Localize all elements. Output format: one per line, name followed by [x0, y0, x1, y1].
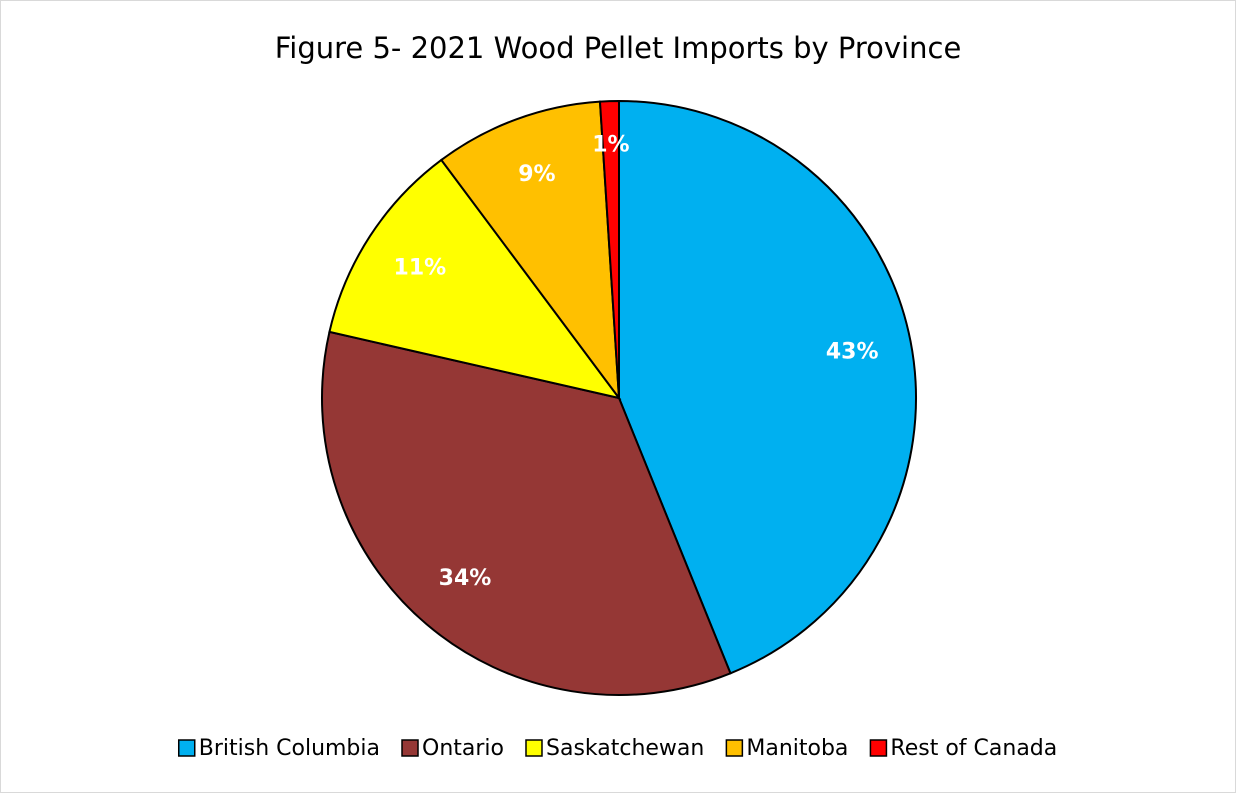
- legend-swatch: [725, 739, 744, 757]
- data-label: 1%: [592, 133, 629, 158]
- legend-label: Ontario: [422, 736, 504, 761]
- legend: British Columbia Ontario Saskatchewan Manit…: [177, 736, 1057, 761]
- legend-swatch: [525, 739, 543, 757]
- pie-slice: [439, 100, 621, 402]
- data-label: 34%: [439, 566, 492, 591]
- legend-label: British Columbia: [199, 736, 380, 761]
- pie-slice: [321, 330, 732, 696]
- legend-swatch: [177, 739, 196, 757]
- legend-swatch: [401, 739, 419, 757]
- data-label: 9%: [518, 162, 555, 187]
- data-label: 11%: [394, 255, 447, 280]
- legend-swatch: [869, 739, 888, 757]
- pie-slice: [328, 158, 622, 400]
- legend-label: Saskatchewan: [546, 736, 704, 761]
- legend-label: Rest of Canada: [890, 736, 1057, 761]
- chart-title: Figure 5- 2021 Wood Pellet Imports by Pr…: [275, 31, 962, 65]
- pie-slice: [618, 99, 917, 675]
- legend-label: Manitoba: [746, 736, 848, 761]
- pie-slice: [598, 99, 620, 399]
- data-label: 43%: [826, 340, 879, 365]
